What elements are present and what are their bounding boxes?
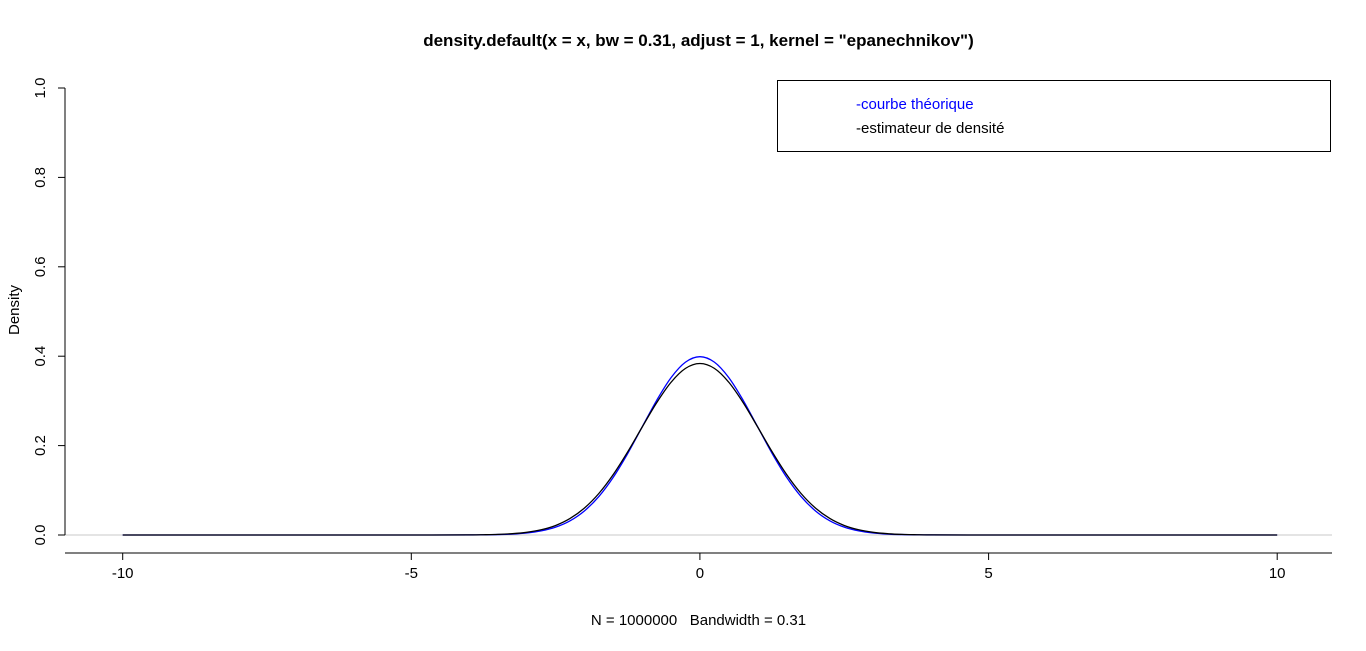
y-tick-label: 0.2 bbox=[32, 435, 49, 456]
legend: -courbe théorique -estimateur de densité bbox=[777, 80, 1331, 152]
x-axis-caption: N = 1000000 Bandwidth = 0.31 bbox=[590, 612, 807, 629]
legend-item-density-estimator: -estimateur de densité bbox=[856, 120, 1005, 137]
plot-title: density.default(x = x, bw = 0.31, adjust… bbox=[423, 31, 974, 50]
y-tick-label: 1.0 bbox=[32, 78, 49, 99]
series-line-0 bbox=[122, 356, 1278, 536]
x-tick-label: 5 bbox=[984, 565, 992, 582]
y-tick-label: 0.6 bbox=[32, 256, 49, 277]
series-line-1 bbox=[122, 362, 1278, 536]
y-tick-label: 0.8 bbox=[32, 167, 49, 188]
x-tick-label: 10 bbox=[1269, 565, 1286, 582]
x-tick-label: -10 bbox=[112, 565, 134, 582]
y-tick-label: 0.0 bbox=[32, 525, 49, 546]
x-tick-label: 0 bbox=[696, 565, 704, 582]
y-tick-label: 0.4 bbox=[32, 346, 49, 367]
legend-item-theoretical-curve: -courbe théorique bbox=[856, 96, 974, 113]
x-tick-label: -5 bbox=[405, 565, 418, 582]
y-axis-label: Density bbox=[6, 284, 23, 336]
